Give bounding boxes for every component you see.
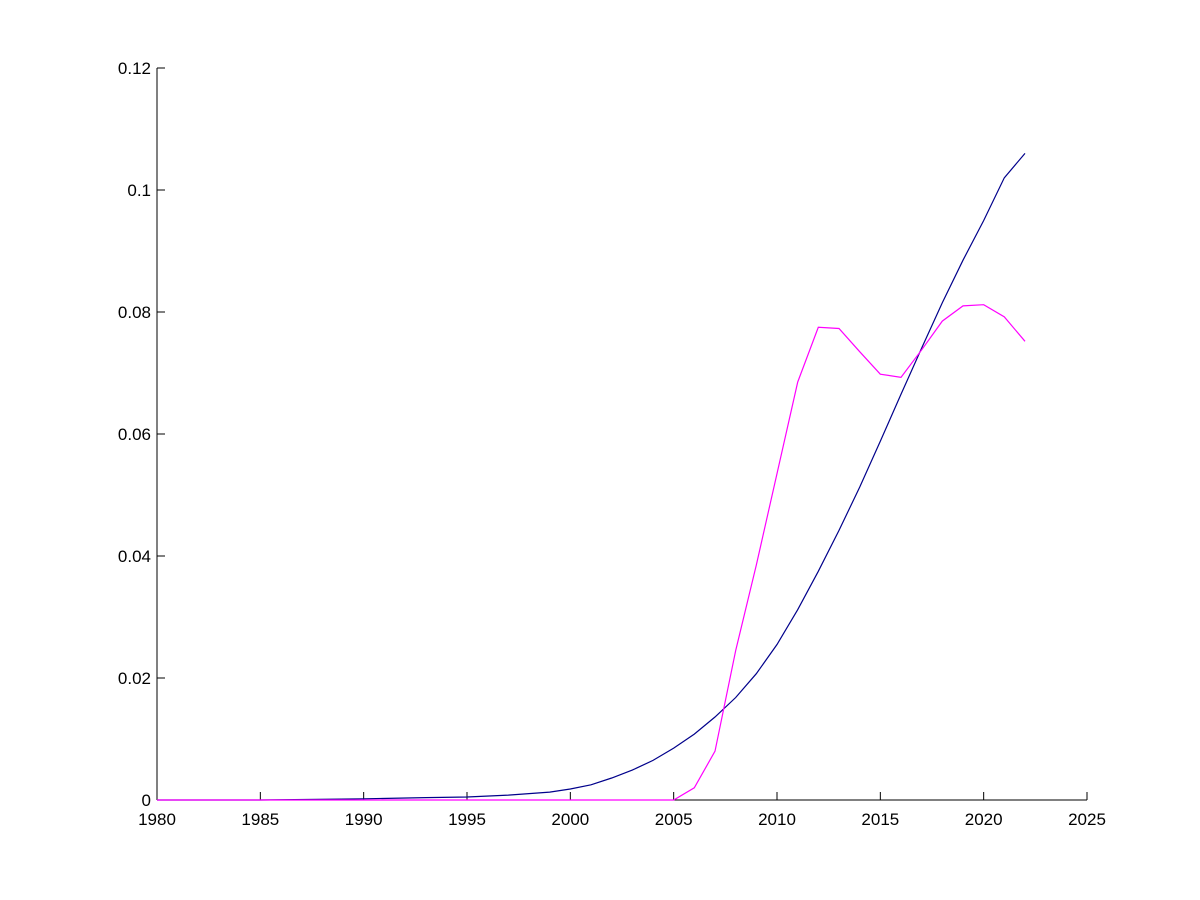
y-tick-label: 0 <box>142 791 151 810</box>
x-tick-label: 1990 <box>345 810 383 829</box>
x-tick-label: 1980 <box>138 810 176 829</box>
y-tick-label: 0.06 <box>118 425 151 444</box>
series-layer <box>157 153 1026 801</box>
y-tick-label: 0.02 <box>118 669 151 688</box>
x-tick-label: 2025 <box>1068 810 1106 829</box>
y-tick-label: 0.12 <box>118 59 151 78</box>
x-tick-label: 1985 <box>241 810 279 829</box>
x-tick-label: 1995 <box>448 810 486 829</box>
x-tick-label: 2005 <box>655 810 693 829</box>
axes: 1980 1985 1990 1995 2000 2005 2010 2015 2020 2025… <box>118 59 1106 829</box>
y-tick-label: 0.1 <box>127 181 151 200</box>
x-tick-label: 2020 <box>965 810 1003 829</box>
series-line-1 <box>157 153 1026 801</box>
y-tick-label: 0.04 <box>118 547 151 566</box>
y-tick-label: 0.08 <box>118 303 151 322</box>
x-tick-label: 2010 <box>758 810 796 829</box>
series-line-2 <box>157 304 1026 801</box>
x-tick-label: 2000 <box>551 810 589 829</box>
x-tick-label: 2015 <box>861 810 899 829</box>
